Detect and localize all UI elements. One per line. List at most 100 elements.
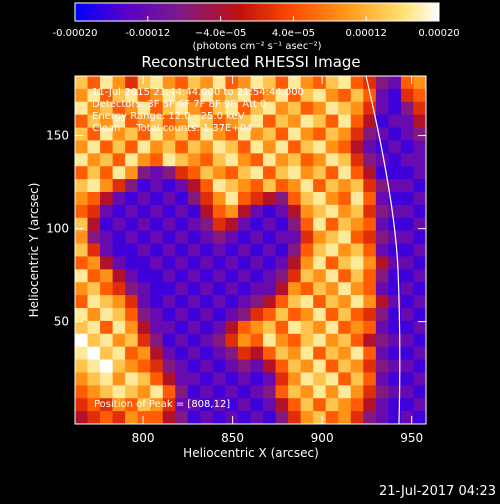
annotation-detectors: Detectors: 3F 5F 6F 7F 8F 9F, Att 0 xyxy=(92,99,266,110)
heatmap-cell xyxy=(150,333,164,348)
heatmap-cell xyxy=(300,204,314,219)
heatmap-cell xyxy=(125,166,139,180)
heatmap-cell xyxy=(300,140,314,154)
heatmap-cell xyxy=(137,88,151,103)
heatmap-cell xyxy=(388,333,402,348)
heatmap-cell xyxy=(288,140,302,154)
heatmap-cell xyxy=(162,256,176,270)
heatmap-cell xyxy=(388,372,402,386)
heatmap-cell xyxy=(212,346,227,361)
heatmap-cell xyxy=(288,166,302,180)
heatmap-cell xyxy=(400,76,415,90)
heatmap-cell xyxy=(400,127,415,142)
heatmap-cell xyxy=(150,269,164,283)
heatmap-cell xyxy=(350,127,364,142)
heatmap-cell xyxy=(87,204,101,219)
heatmap-cell xyxy=(200,269,214,283)
heatmap-cell xyxy=(338,76,352,90)
heatmap-cell xyxy=(350,140,364,154)
heatmap-cell xyxy=(150,166,164,180)
heatmap-cell xyxy=(388,88,402,103)
heatmap-cell xyxy=(150,243,164,258)
heatmap-cell xyxy=(388,179,402,193)
heatmap-cell xyxy=(388,256,402,270)
heatmap-cell xyxy=(237,204,252,219)
heatmap-cell xyxy=(237,269,252,283)
heatmap-cell xyxy=(325,372,339,386)
heatmap-cell xyxy=(288,385,302,399)
heatmap-cell xyxy=(375,243,389,258)
heatmap-cell xyxy=(112,153,126,167)
heatmap-cell xyxy=(263,140,277,154)
heatmap-cell xyxy=(263,88,277,103)
heatmap-cell xyxy=(237,114,252,129)
heatmap-cell xyxy=(112,398,126,412)
heatmap-cell xyxy=(137,359,151,374)
heatmap-cell xyxy=(400,411,415,424)
heatmap-cell xyxy=(200,166,214,180)
heatmap-cell xyxy=(175,217,189,232)
heatmap-cell xyxy=(388,101,402,116)
x-axis-label: Heliocentric X (arcsec) xyxy=(183,446,319,460)
heatmap-cell xyxy=(125,282,139,296)
heatmap-cell xyxy=(75,282,89,296)
heatmap-cell xyxy=(200,101,214,116)
heatmap-cell xyxy=(300,372,314,386)
heatmap-cell xyxy=(288,295,302,309)
heatmap-cell xyxy=(275,385,289,399)
heatmap-cell xyxy=(413,204,426,219)
heatmap-cell xyxy=(75,411,89,424)
heatmap-cell xyxy=(162,179,176,193)
heatmap-cell xyxy=(313,295,327,309)
heatmap-cell xyxy=(225,333,239,348)
heatmap-cell xyxy=(288,359,302,374)
heatmap-cell xyxy=(237,333,252,348)
heatmap-cell xyxy=(175,282,189,296)
heatmap-cell xyxy=(87,192,101,206)
heatmap-cell xyxy=(137,101,151,116)
heatmap-cell xyxy=(175,385,189,399)
heatmap-cell xyxy=(250,269,264,283)
heatmap-cell xyxy=(200,385,214,399)
heatmap-cell xyxy=(250,282,264,296)
heatmap-cell xyxy=(375,282,389,296)
heatmap-cell xyxy=(100,230,114,245)
heatmap-cell xyxy=(112,385,126,399)
heatmap-cell xyxy=(150,256,164,270)
heatmap-cell xyxy=(338,398,352,412)
heatmap-cell xyxy=(250,192,264,206)
heatmap-cell xyxy=(100,153,114,167)
heatmap-cell xyxy=(375,114,389,129)
heatmap-cell xyxy=(162,192,176,206)
heatmap-cell xyxy=(200,243,214,258)
heatmap-cell xyxy=(187,166,201,180)
heatmap-cell xyxy=(250,411,264,424)
heatmap-cell xyxy=(225,179,239,193)
heatmap-cell xyxy=(112,217,126,232)
heatmap-cell xyxy=(237,385,252,399)
heatmap-cell xyxy=(125,192,139,206)
heatmap-cell xyxy=(400,88,415,103)
annotation-time-range: 11-Jul-2015 21:44:44.000 to 21:54:44.000 xyxy=(92,87,304,98)
heatmap-cell xyxy=(237,282,252,296)
heatmap-cell xyxy=(100,308,114,322)
heatmap-cell xyxy=(263,127,277,142)
heatmap-cell xyxy=(300,385,314,399)
heatmap-cell xyxy=(338,140,352,154)
heatmap-cell xyxy=(75,204,89,219)
heatmap-cell xyxy=(313,88,327,103)
heatmap-cell xyxy=(250,385,264,399)
heatmap-cell xyxy=(175,256,189,270)
heatmap-cell xyxy=(413,333,426,348)
heatmap-cell xyxy=(288,320,302,335)
heatmap-cell xyxy=(325,127,339,142)
heatmap-cell xyxy=(187,372,201,386)
heatmap-cell xyxy=(212,256,227,270)
heatmap-cell xyxy=(137,127,151,142)
heatmap-cell xyxy=(363,308,377,322)
heatmap-cell xyxy=(150,101,164,116)
heatmap-cell xyxy=(200,88,214,103)
heatmap-cell xyxy=(225,308,239,322)
heatmap-cell xyxy=(250,179,264,193)
heatmap-cell xyxy=(112,295,126,309)
